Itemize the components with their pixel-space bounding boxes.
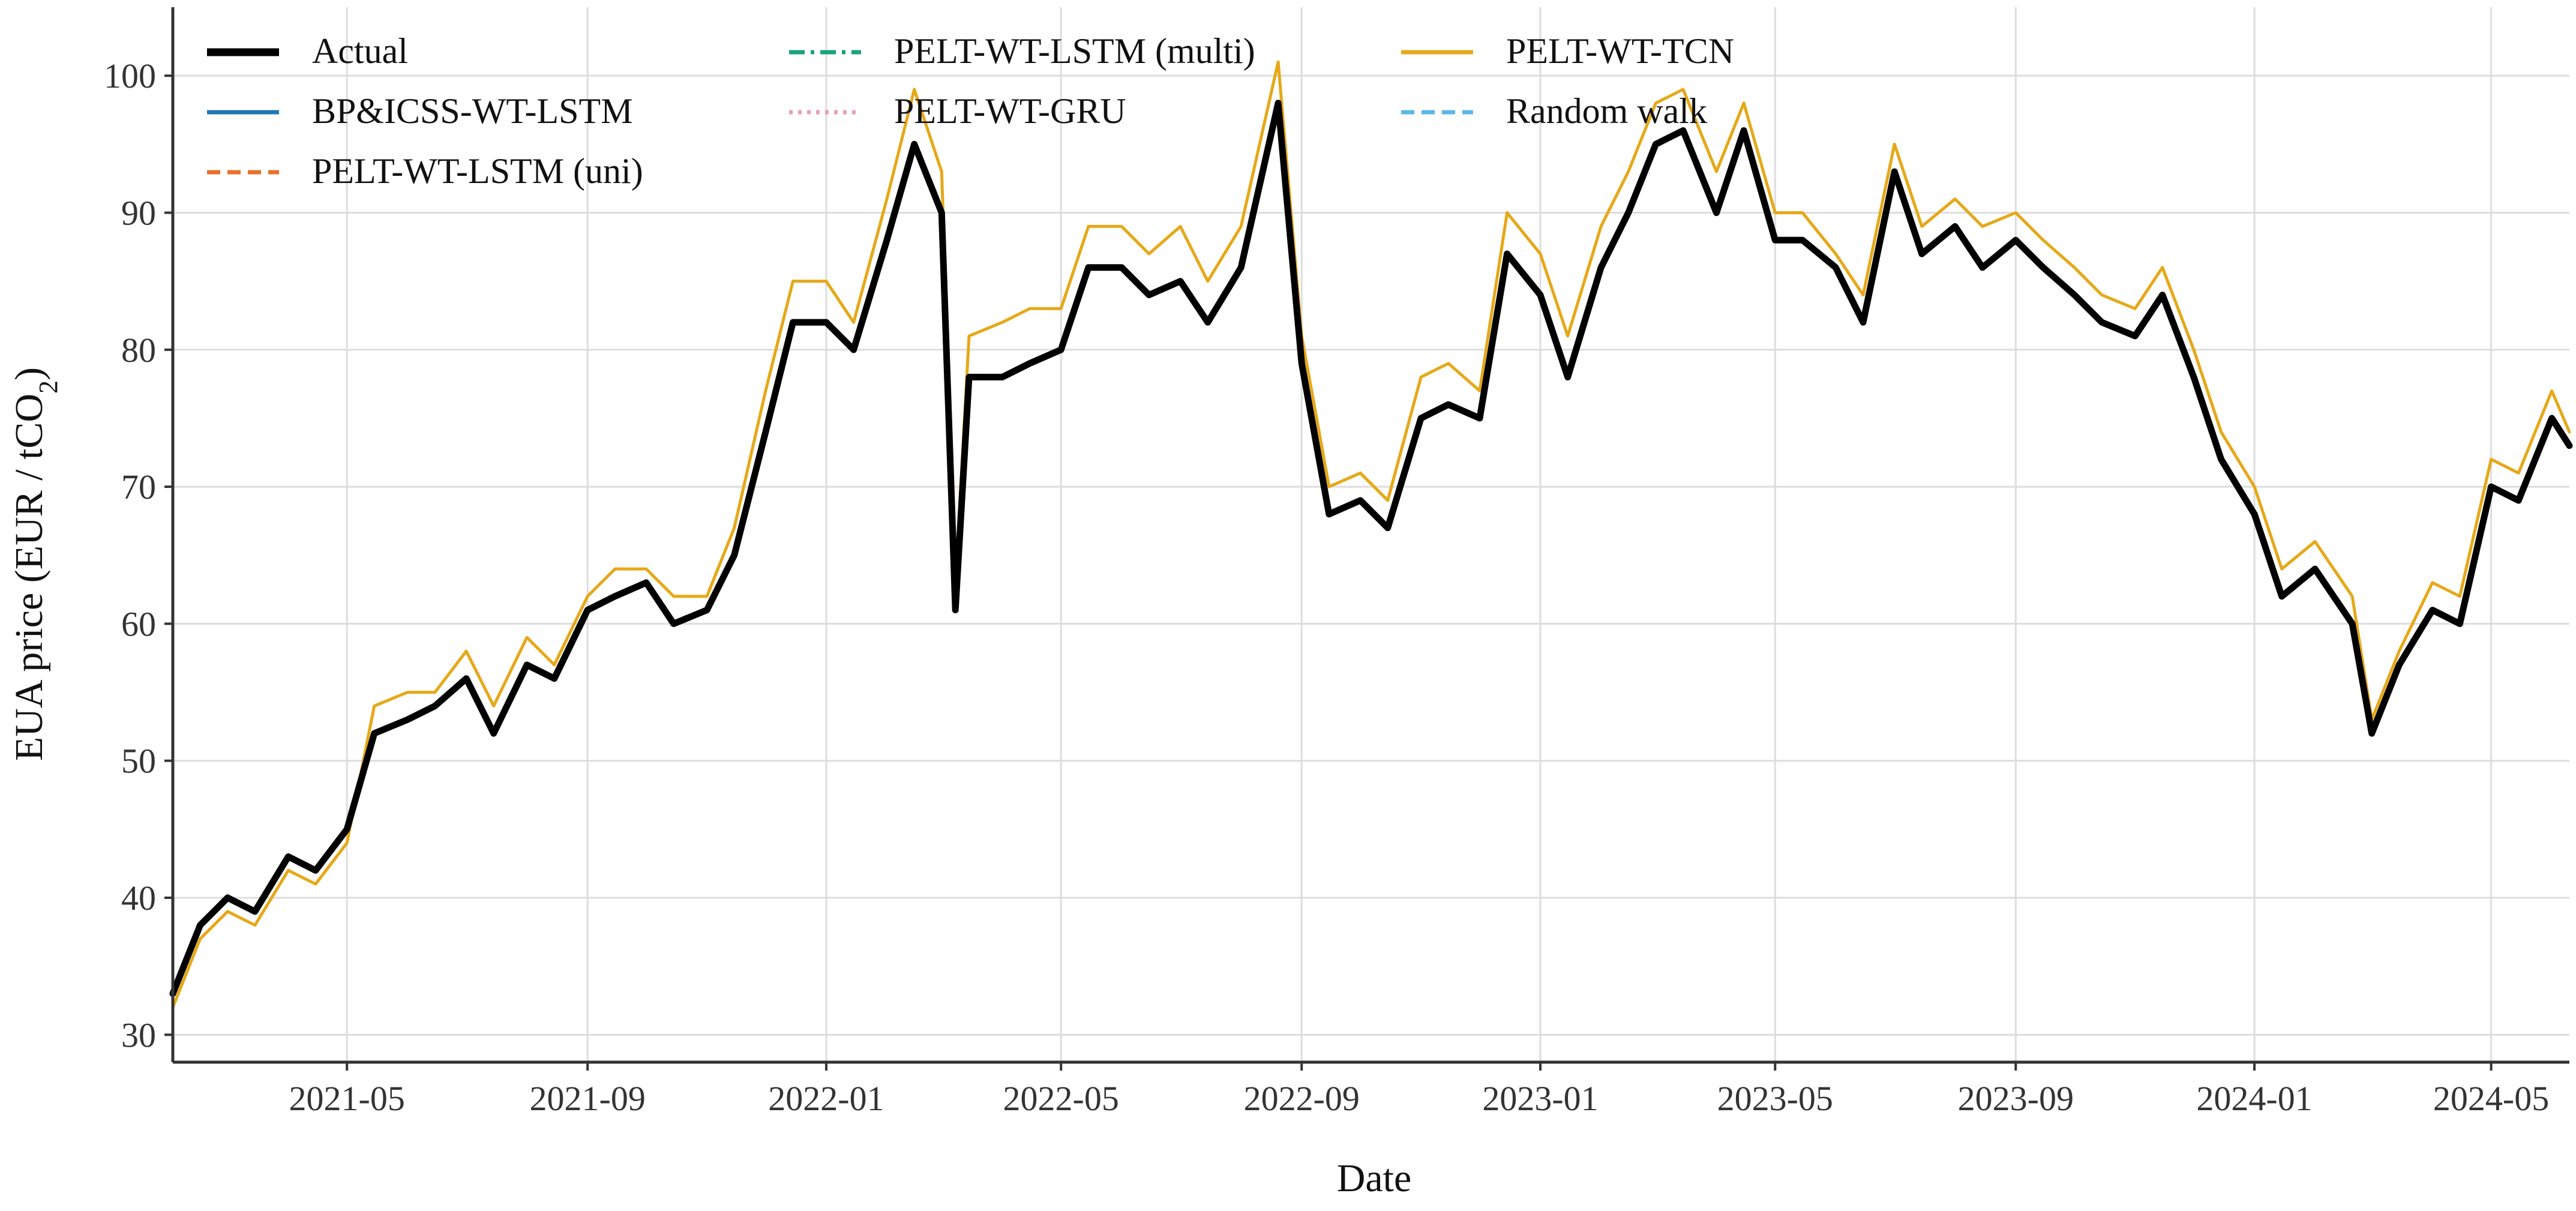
y-tick-label: 90 [121,193,156,232]
series-line-bp-icss-wt-lstm [171,101,2571,996]
x-tick-label: 2023-09 [1958,1079,2074,1118]
y-axis-title: EUA price (EUR / tCO2) [7,367,63,761]
y-tick-label: 40 [121,879,156,918]
series-line-pelt-wt-tcn [171,60,2571,1009]
legend: Actual BP&ICSS-WT-LSTM PELT-WT-LSTM (uni) P… [207,31,1734,191]
legend-label-pelt-wt-gru: PELT-WT-GRU [894,91,1126,131]
y-tick-label: 100 [104,56,156,95]
legend-label-bp-icss-wt-lstm: BP&ICSS-WT-LSTM [312,91,633,131]
x-tick-label: 2022-05 [1003,1079,1119,1118]
x-tick-label: 2022-09 [1244,1079,1360,1118]
x-tick-label: 2023-05 [1717,1079,1833,1118]
x-tick-label: 2024-01 [2196,1079,2312,1118]
x-axis-title: Date [1337,1156,1412,1200]
x-tick-label: 2024-05 [2433,1079,2549,1118]
x-tick-label: 2022-01 [768,1079,884,1118]
legend-label-pelt-wt-lstm-multi-: PELT-WT-LSTM (multi) [894,31,1255,71]
y-tick-label: 30 [121,1015,156,1054]
legend-label-actual: Actual [312,31,408,71]
tick-labels: 30 40 50 60 70 80 90 100 2021-05 2021-09 2022-01 20… [104,56,2549,1118]
series-line-pelt-wt-lstm-uni- [171,101,2571,996]
x-tick-label: 2021-05 [289,1079,405,1118]
x-tick-label: 2021-09 [530,1079,646,1118]
y-tick-label: 80 [121,331,156,370]
legend-label-pelt-wt-lstm-uni-: PELT-WT-LSTM (uni) [312,151,643,191]
series-line-pelt-wt-lstm-multi- [171,101,2571,996]
y-axis-title-main: EUA price (EUR / tCO [7,394,51,761]
series-lines [169,60,2573,1009]
axes [164,7,2569,1071]
y-tick-label: 60 [121,604,156,643]
legend-label-random-walk: Random walk [1506,91,1707,131]
grid [173,7,2569,1062]
legend-label-pelt-wt-tcn: PELT-WT-TCN [1506,31,1734,71]
y-tick-label: 70 [121,467,156,506]
y-tick-label: 50 [121,742,156,781]
series-line-actual [169,100,2573,997]
series-line-pelt-wt-gru [171,101,2571,996]
x-tick-label: 2023-01 [1482,1079,1598,1118]
y-axis-title-subscript: 2 [34,380,63,394]
series-line-random-walk [171,101,2571,996]
y-axis-title-tail: ) [7,367,51,380]
